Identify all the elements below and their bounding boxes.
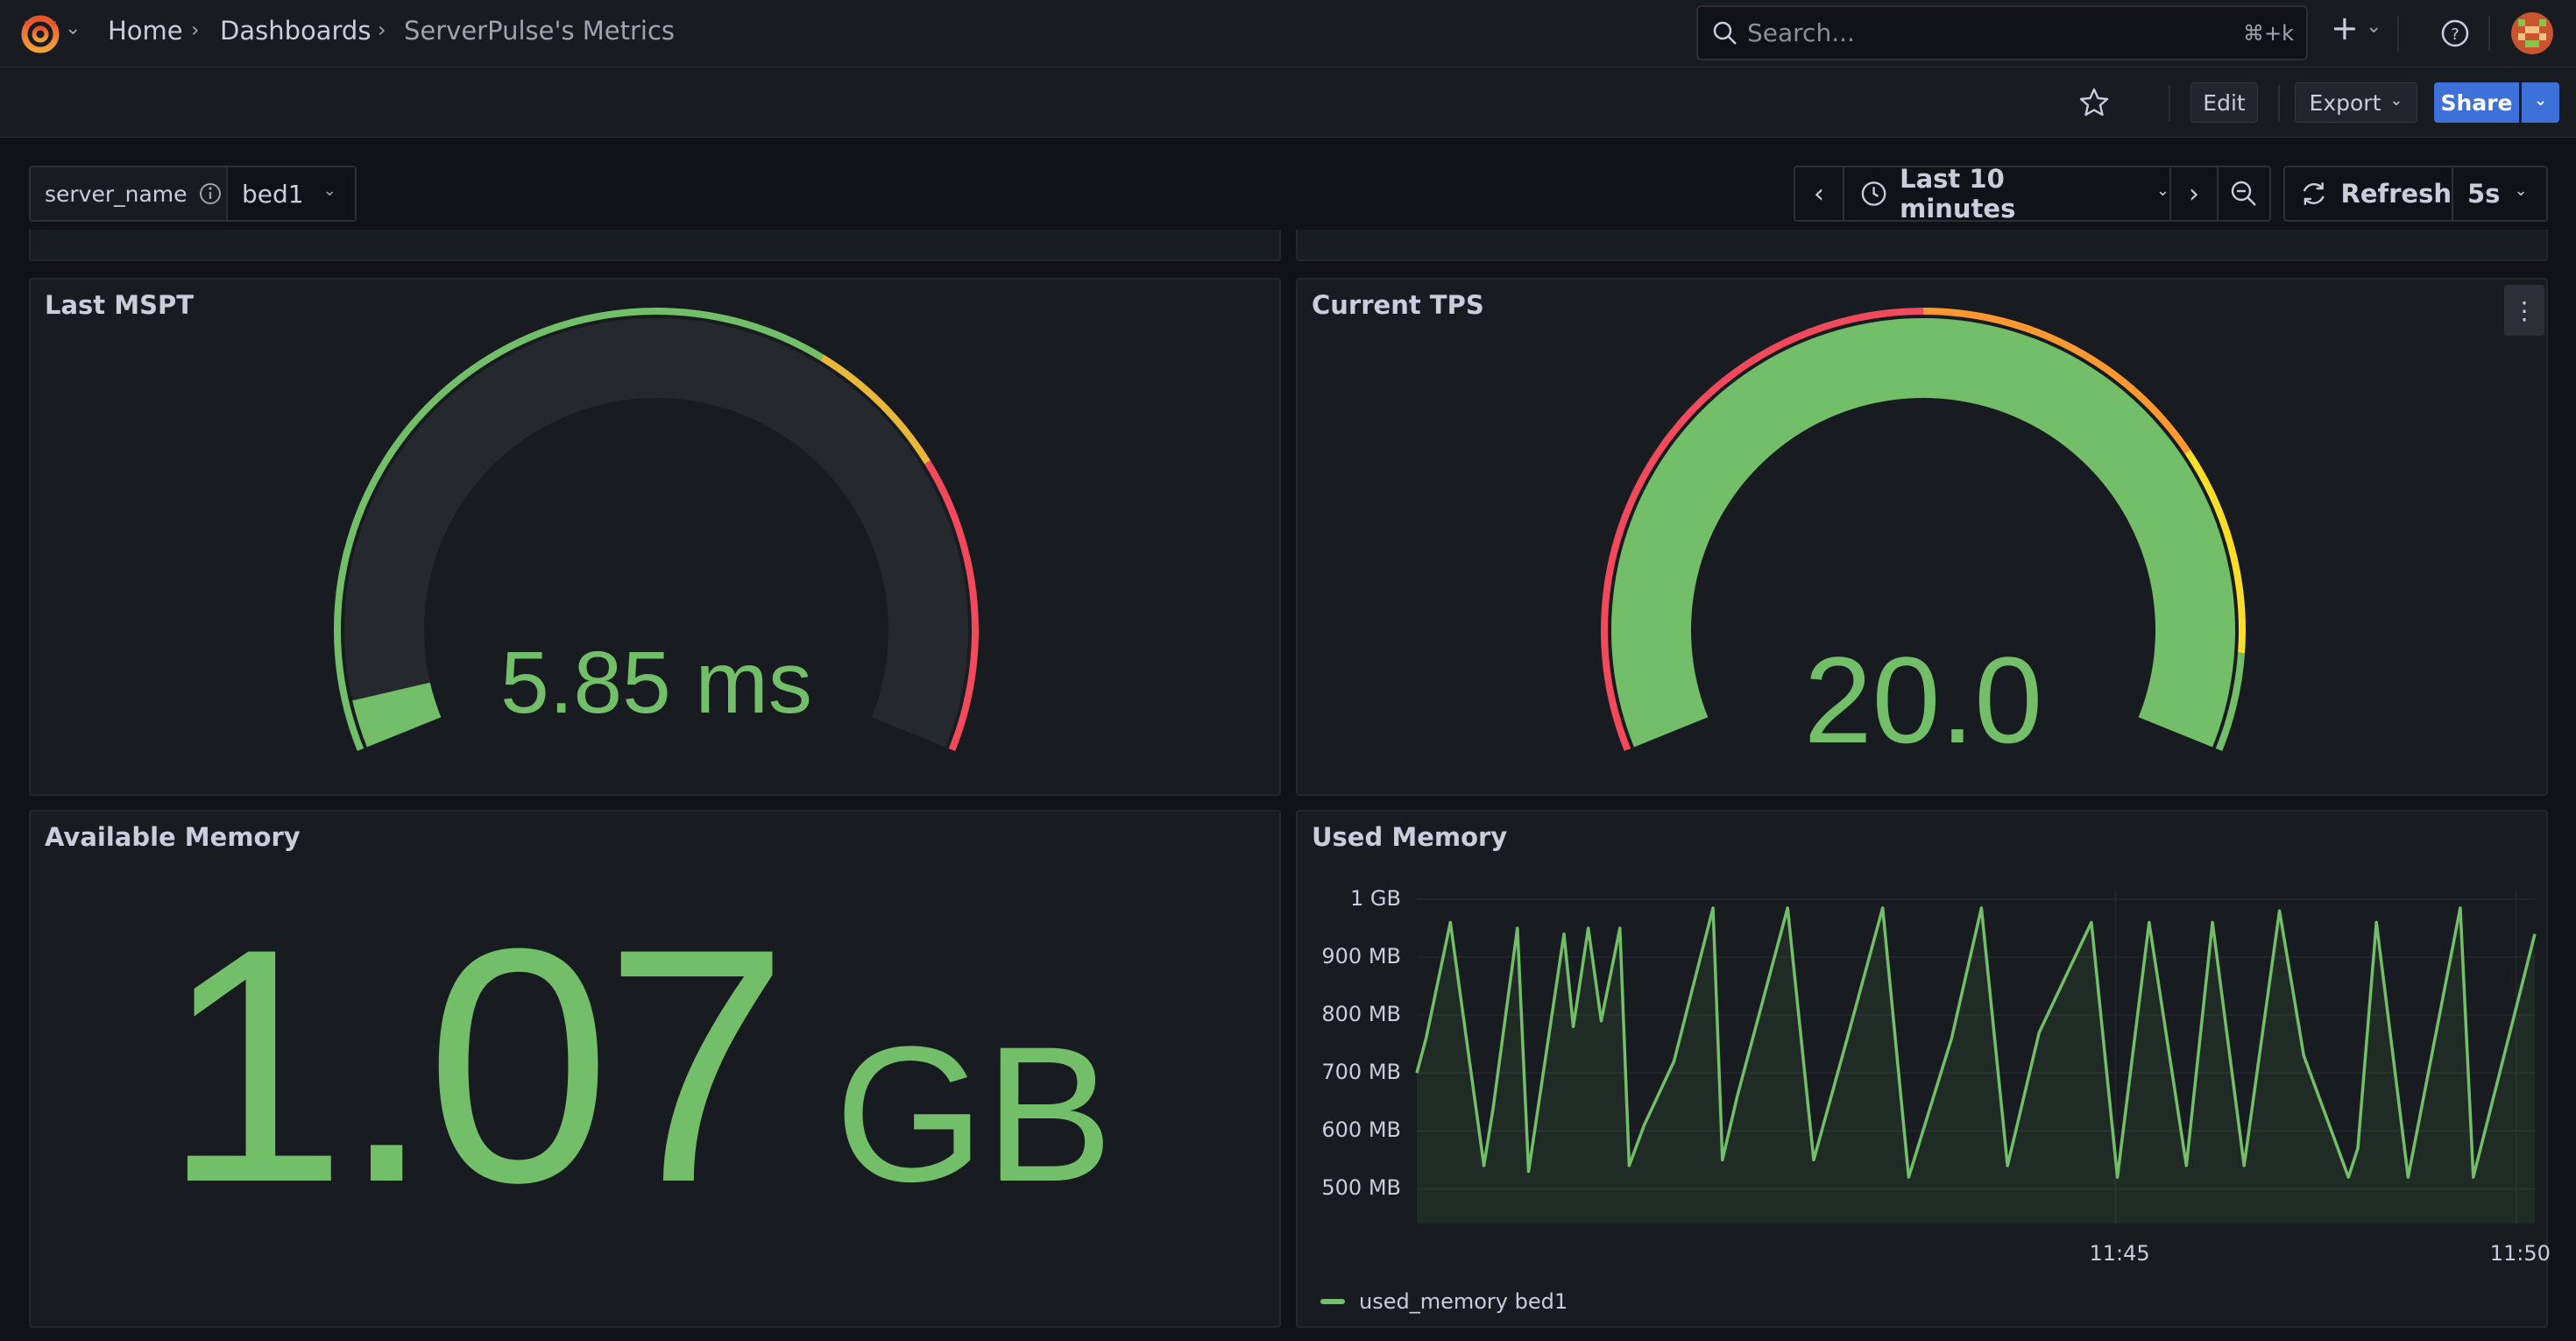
panel-title: Available Memory [45,822,301,852]
help-icon[interactable]: ? [2440,18,2470,48]
y-tick-label: 600 MB [1321,1118,1401,1143]
share-button[interactable]: Share [2434,82,2519,123]
share-menu-button[interactable]: ⌄ [2522,82,2559,123]
panel-last-mspt[interactable]: Last MSPT 5.85 ms [29,278,1281,796]
user-avatar-icon[interactable] [2511,12,2553,54]
y-tick-label: 1 GB [1350,886,1401,911]
mspt-gauge [334,308,979,751]
gauge-value-arc [1611,317,2235,748]
logo-menu-chevron-icon[interactable]: ⌄ [65,18,81,39]
x-tick-label: 11:45 [2089,1241,2150,1266]
chevron-right-icon: › [2189,178,2199,209]
x-tick-label: 11:50 [2489,1241,2551,1266]
divider [2278,85,2280,122]
chevron-down-icon: ⌄ [322,181,336,200]
chevron-down-icon: ⌄ [2389,90,2403,110]
legend-swatch [1320,1299,1345,1304]
tps-gauge [1601,308,2246,751]
panel-menu-icon[interactable]: ⋮ [2504,285,2544,336]
gauge-value-arc [352,682,442,748]
gauge-threshold-red [1601,308,1924,751]
panel-title: Last MSPT [45,290,195,320]
breadcrumb-separator-icon: › [191,18,200,42]
breadcrumb-home[interactable]: Home [108,16,183,46]
gauge-threshold-yellow [820,354,931,465]
used-memory-chart [1415,890,2537,1224]
y-tick-label: 500 MB [1321,1175,1401,1201]
dashboard-toolbar: Edit Export ⌄ Share ⌄ [0,67,2576,138]
panel-available-memory[interactable]: Available Memory 1.07 GB [29,810,1281,1328]
mspt-value: 5.85 ms [500,634,812,732]
chevron-down-icon: ⌄ [2155,181,2169,200]
legend-label[interactable]: used_memory bed1 [1359,1289,1568,1314]
star-icon[interactable] [2078,87,2110,118]
tps-value: 20.0 [1803,631,2043,769]
edit-button[interactable]: Edit [2190,82,2258,123]
refresh-interval-label: 5s [2467,179,2501,209]
gauge-threshold-green [2215,652,2246,751]
variable-label: server_name [31,167,228,220]
time-forward-button[interactable]: › [2171,167,2219,220]
panel-used-memory[interactable]: Used Memory 1 GB 900 MB 800 MB 700 MB 600 MB… [1296,810,2551,1328]
zoom-out-button[interactable] [2219,167,2269,220]
panel-current-tps[interactable]: Current TPS ⋮ 20.0 [1296,278,2548,796]
search-shortcut: ⌘+k [2242,21,2294,46]
chevron-left-icon: ‹ [1814,178,1824,209]
gauge-threshold-green [334,308,824,751]
time-range-picker: ‹ Last 10 minutes ⌄ › [1794,164,2271,224]
stat-unit: GB [834,1006,1114,1222]
chart-legend: used_memory bed1 [1320,1289,1568,1314]
clock-icon [1861,181,1886,206]
zoom-out-icon [2231,181,2256,206]
divider [2488,16,2490,51]
panel-partial-right [1296,230,2548,261]
y-tick-label: 700 MB [1321,1060,1401,1085]
gauge-threshold-orange [1922,308,2191,454]
breadcrumb-separator-icon: › [378,18,386,42]
time-back-button[interactable]: ‹ [1795,167,1844,220]
breadcrumb-dashboards[interactable]: Dashboards [220,16,372,46]
add-new-chevron-icon[interactable]: ⌄ [2366,16,2382,38]
refresh-picker: Refresh 5s ⌄ [2283,166,2548,222]
search-icon [1713,21,1737,45]
variable-label-text: server_name [45,181,188,207]
variable-server-name: server_name bed1 ⌄ [29,166,357,222]
gauge-background [343,317,968,748]
grafana-logo-icon[interactable] [18,11,63,56]
chevron-down-icon: ⌄ [2514,181,2528,200]
panel-title: Current TPS [1312,290,1484,320]
search-input[interactable]: Search... ⌘+k [1696,5,2308,60]
variable-value: bed1 [242,179,304,209]
stat-value: 1.07 [162,879,789,1252]
y-tick-label: 800 MB [1321,1002,1401,1027]
variable-select[interactable]: bed1 ⌄ [228,167,355,220]
export-label: Export [2309,89,2381,116]
breadcrumb-current: ServerPulse's Metrics [404,16,676,46]
series-line [1415,906,2537,1179]
svg-text:?: ? [2451,25,2459,44]
refresh-interval-select[interactable]: 5s ⌄ [2453,167,2546,220]
y-tick-label: 900 MB [1321,944,1401,969]
panel-title: Used Memory [1312,822,1508,852]
search-placeholder: Search... [1747,18,1855,47]
top-nav: ⌄ Home › Dashboards › ServerPulse's Metr… [0,0,2576,67]
export-button[interactable]: Export ⌄ [2295,82,2417,123]
divider [2397,16,2399,51]
chevron-down-icon: ⌄ [2533,90,2548,110]
add-new-icon[interactable]: + [2331,9,2359,47]
panel-partial-left [29,230,1281,261]
refresh-label: Refresh [2340,179,2452,209]
time-range-select[interactable]: Last 10 minutes ⌄ [1844,164,2171,224]
gauge-threshold-yellow [2184,450,2246,654]
divider [2169,85,2170,122]
time-range-label: Last 10 minutes [1900,164,2016,224]
refresh-icon [2303,182,2325,205]
available-memory-stat: 1.07 GB [162,879,1113,1252]
refresh-button[interactable]: Refresh [2285,167,2453,220]
series-area [1417,907,2535,1224]
info-icon[interactable] [198,181,223,206]
gauge-threshold-red [924,460,979,751]
